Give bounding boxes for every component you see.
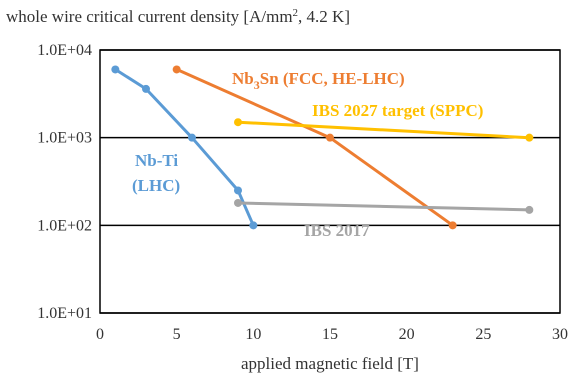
x-tick-label-5: 25	[475, 326, 491, 343]
series-line-ibs2027	[236, 120, 531, 140]
data-point-nbti-4	[249, 221, 258, 230]
series-label-ibs2027: IBS 2027 target (SPPC)	[312, 101, 483, 120]
y-tick-label-3: 1.0E+04	[37, 42, 92, 59]
data-point-nb3sn-1	[326, 133, 334, 142]
data-point-nbti-2	[188, 133, 196, 142]
data-point-nbti-1	[142, 84, 150, 93]
series-label-nbti-line1: Nb-Ti	[135, 151, 178, 170]
x-tick-label-6: 30	[552, 326, 568, 343]
chart-title: whole wire critical current density [A/m…	[6, 7, 350, 26]
x-axis-title: applied magnetic field [T]	[241, 354, 419, 373]
data-point-nb3sn-0	[172, 65, 181, 74]
series-label-ibs2017: IBS 2017	[304, 221, 370, 240]
x-tick-label-3: 15	[322, 326, 338, 343]
data-point-ibs2017-1	[525, 205, 534, 214]
series-label-nb3sn: Nb3Sn (FCC, HE-LHC)	[232, 69, 405, 92]
y-tick-label-1: 1.0E+02	[37, 217, 92, 234]
data-point-ibs2027-0	[234, 118, 242, 127]
x-tick-label-0: 0	[96, 326, 104, 343]
y-tick-label-2: 1.0E+03	[37, 130, 92, 147]
series-layer	[111, 65, 534, 230]
y-axis-tick-labels: 1.0E+01 1.0E+02 1.0E+03 1.0E+04	[37, 42, 92, 322]
x-axis-tick-labels: 0 5 10 15 20 25 30	[96, 326, 568, 343]
series-label-nbti-line2: (LHC)	[132, 176, 180, 195]
series-line-nb3sn	[175, 67, 455, 227]
y-tick-label-0: 1.0E+01	[37, 305, 92, 322]
x-tick-label-2: 10	[245, 326, 261, 343]
data-point-ibs2017-0	[234, 198, 242, 207]
data-point-nb3sn-2	[448, 221, 457, 230]
data-point-nbti-3	[234, 186, 242, 195]
data-point-nbti-0	[111, 65, 120, 74]
plot-area-frame	[99, 49, 561, 314]
x-tick-label-1: 5	[173, 326, 181, 343]
data-point-ibs2027-1	[525, 133, 534, 142]
x-tick-label-4: 20	[399, 326, 415, 343]
series-line-ibs2017	[236, 201, 531, 212]
